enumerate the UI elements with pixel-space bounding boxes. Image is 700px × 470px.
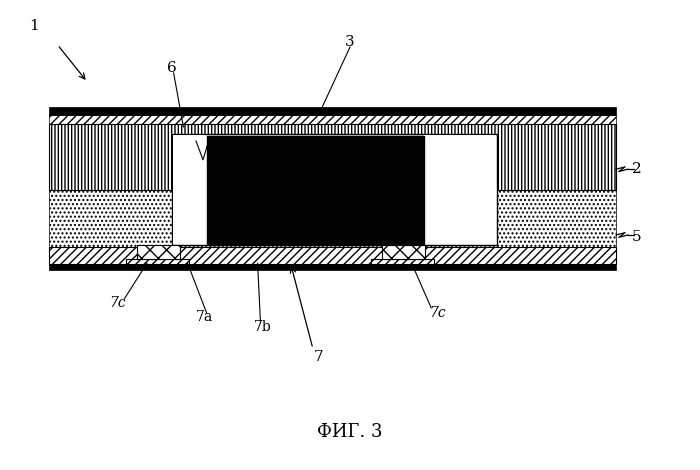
Text: 7: 7 <box>314 350 323 364</box>
Bar <box>173 135 205 244</box>
Text: 7b: 7b <box>253 320 272 334</box>
Text: 6: 6 <box>167 61 176 75</box>
Text: 7c: 7c <box>429 306 446 320</box>
Bar <box>371 258 434 264</box>
Bar <box>49 124 616 190</box>
Bar <box>126 258 189 264</box>
Text: 7c: 7c <box>109 296 126 310</box>
Bar <box>49 264 616 270</box>
Bar <box>424 135 496 244</box>
Bar <box>49 115 616 124</box>
Bar <box>136 245 180 258</box>
Bar <box>49 107 616 115</box>
Text: 7a: 7a <box>196 310 213 324</box>
Text: ФИГ. 3: ФИГ. 3 <box>317 423 383 441</box>
Bar <box>172 134 497 245</box>
Text: 1: 1 <box>29 19 38 33</box>
Text: 5: 5 <box>632 230 642 244</box>
Text: 3: 3 <box>345 35 355 49</box>
Bar <box>382 245 425 258</box>
Bar <box>206 136 424 244</box>
Text: 2: 2 <box>632 162 642 176</box>
Bar <box>49 247 616 264</box>
Bar <box>49 190 616 247</box>
